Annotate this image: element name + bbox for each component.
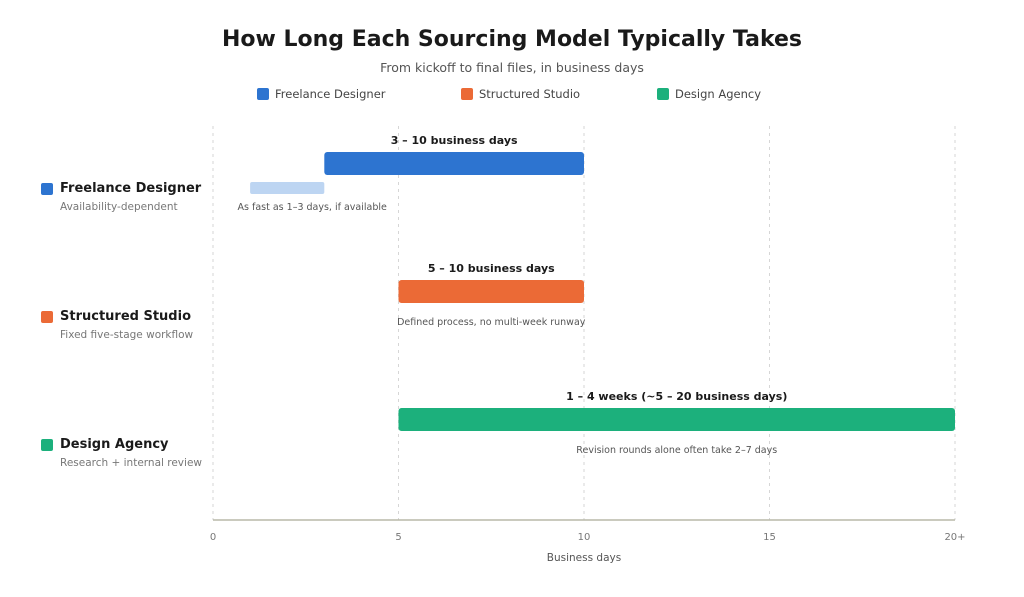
legend-label-freelance: Freelance Designer: [275, 87, 386, 101]
row-subtitle-agency: Research + internal review: [60, 457, 202, 469]
bar-label-2: 1 – 4 weeks (~5 – 20 business days): [566, 390, 787, 403]
bar-note-2: Revision rounds alone often take 2–7 day…: [576, 445, 777, 456]
legend-item-studio: Structured Studio: [461, 87, 580, 101]
bar-label-1: 5 – 10 business days: [428, 262, 555, 275]
bar-0: [324, 152, 584, 175]
x-axis-label: Business days: [547, 552, 621, 564]
x-tick-label-4: 20+: [944, 532, 965, 543]
legend-item-freelance: Freelance Designer: [257, 87, 386, 101]
bar-note-0: As fast as 1–3 days, if available: [238, 202, 387, 213]
bar-2: [398, 408, 955, 431]
legend-swatch-agency: [657, 88, 669, 100]
x-tick-label-0: 0: [210, 532, 216, 543]
chart-subtitle: From kickoff to final files, in business…: [380, 60, 644, 75]
bar-0-fast-range: [250, 182, 325, 194]
x-tick-label-3: 15: [763, 532, 776, 543]
bar-note-1: Defined process, no multi-week runway: [397, 317, 586, 328]
row-swatch-freelance: [41, 182, 53, 195]
row-title-freelance: Freelance Designer: [60, 181, 202, 196]
legend-item-agency: Design Agency: [657, 87, 761, 101]
row-swatch-agency: [41, 438, 53, 451]
row-subtitle-studio: Fixed five-stage workflow: [60, 329, 194, 341]
x-tick-label-1: 5: [395, 532, 401, 543]
row-title-agency: Design Agency: [60, 437, 169, 452]
chart-title: How Long Each Sourcing Model Typically T…: [221, 27, 802, 52]
bar-1: [398, 280, 584, 303]
legend-swatch-freelance: [257, 88, 269, 100]
x-tick-label-2: 10: [578, 532, 591, 543]
row-label-freelance: Freelance Designer Availability-dependen…: [41, 181, 201, 213]
legend-label-studio: Structured Studio: [479, 87, 581, 101]
row-label-agency: Design Agency Research + internal review: [41, 437, 202, 469]
legend-swatch-studio: [461, 88, 473, 100]
row-swatch-studio: [41, 310, 53, 323]
row-label-studio: Structured Studio Fixed five-stage workf…: [41, 309, 193, 341]
row-title-studio: Structured Studio: [60, 309, 192, 324]
row-subtitle-freelance: Availability-dependent: [60, 201, 178, 213]
legend-label-agency: Design Agency: [675, 87, 762, 101]
bar-label-0: 3 – 10 business days: [391, 134, 518, 147]
